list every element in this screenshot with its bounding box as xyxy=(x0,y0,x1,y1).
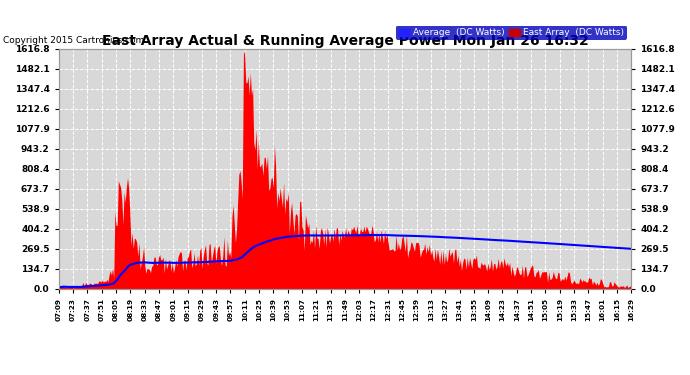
Legend: Average  (DC Watts), East Array  (DC Watts): Average (DC Watts), East Array (DC Watts… xyxy=(396,26,627,40)
Title: East Array Actual & Running Average Power Mon Jan 26 16:32: East Array Actual & Running Average Powe… xyxy=(101,34,589,48)
Text: Copyright 2015 Cartronics.com: Copyright 2015 Cartronics.com xyxy=(3,36,145,45)
